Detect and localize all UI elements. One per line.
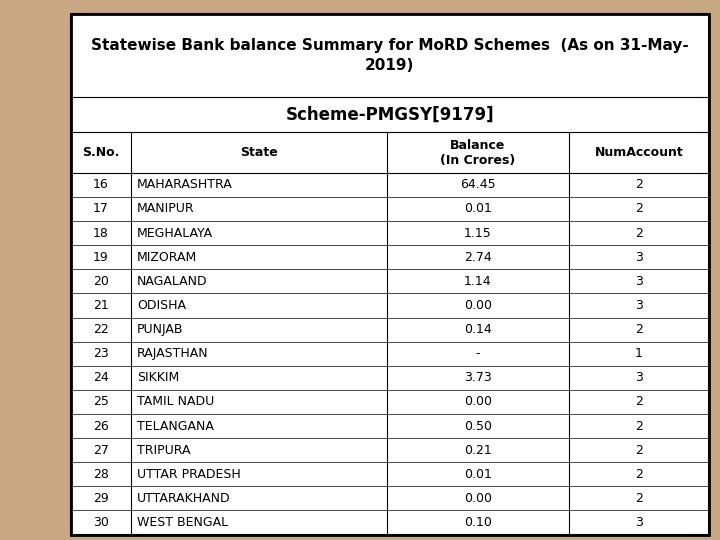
- Text: 16: 16: [93, 178, 109, 191]
- Text: S.No.: S.No.: [82, 146, 120, 159]
- Text: 27: 27: [93, 444, 109, 457]
- Text: UTTARAKHAND: UTTARAKHAND: [137, 492, 230, 505]
- Text: 1: 1: [635, 347, 643, 360]
- Text: 17: 17: [93, 202, 109, 215]
- Text: 2: 2: [635, 227, 643, 240]
- Text: 1.15: 1.15: [464, 227, 492, 240]
- Text: UTTAR PRADESH: UTTAR PRADESH: [137, 468, 240, 481]
- Text: 0.50: 0.50: [464, 420, 492, 433]
- Text: MEGHALAYA: MEGHALAYA: [137, 227, 213, 240]
- Text: 64.45: 64.45: [460, 178, 495, 191]
- Text: 2.74: 2.74: [464, 251, 492, 264]
- Text: 19: 19: [93, 251, 109, 264]
- Text: 25: 25: [93, 395, 109, 408]
- FancyBboxPatch shape: [71, 14, 709, 535]
- Text: 0.10: 0.10: [464, 516, 492, 529]
- Text: SIKKIM: SIKKIM: [137, 372, 179, 384]
- Text: RAJASTHAN: RAJASTHAN: [137, 347, 209, 360]
- Text: 0.00: 0.00: [464, 299, 492, 312]
- Text: 3.73: 3.73: [464, 372, 492, 384]
- Text: MAHARASHTRA: MAHARASHTRA: [137, 178, 233, 191]
- Text: PUNJAB: PUNJAB: [137, 323, 184, 336]
- Text: State: State: [240, 146, 278, 159]
- Text: 3: 3: [635, 275, 643, 288]
- Text: 0.00: 0.00: [464, 492, 492, 505]
- Text: 3: 3: [635, 516, 643, 529]
- Text: Statewise Bank balance Summary for MoRD Schemes  (As on 31-May-
2019): Statewise Bank balance Summary for MoRD …: [91, 38, 689, 73]
- Text: 0.01: 0.01: [464, 468, 492, 481]
- Text: TRIPURA: TRIPURA: [137, 444, 191, 457]
- Text: 21: 21: [93, 299, 109, 312]
- Text: 26: 26: [93, 420, 109, 433]
- Text: Balance
(In Crores): Balance (In Crores): [440, 139, 516, 166]
- Text: MANIPUR: MANIPUR: [137, 202, 194, 215]
- Text: 23: 23: [93, 347, 109, 360]
- Text: 30: 30: [93, 516, 109, 529]
- Text: NAGALAND: NAGALAND: [137, 275, 207, 288]
- Text: 0.14: 0.14: [464, 323, 492, 336]
- Text: WEST BENGAL: WEST BENGAL: [137, 516, 228, 529]
- Text: TAMIL NADU: TAMIL NADU: [137, 395, 215, 408]
- Text: 0.21: 0.21: [464, 444, 492, 457]
- Text: 28: 28: [93, 468, 109, 481]
- Text: 20: 20: [93, 275, 109, 288]
- Text: 3: 3: [635, 299, 643, 312]
- Text: MIZORAM: MIZORAM: [137, 251, 197, 264]
- Text: Scheme-PMGSY[9179]: Scheme-PMGSY[9179]: [286, 106, 494, 124]
- Text: 1.14: 1.14: [464, 275, 492, 288]
- Text: 3: 3: [635, 251, 643, 264]
- Text: 29: 29: [93, 492, 109, 505]
- Text: 2: 2: [635, 468, 643, 481]
- Text: 2: 2: [635, 444, 643, 457]
- Text: 2: 2: [635, 420, 643, 433]
- Text: 24: 24: [93, 372, 109, 384]
- Text: 0.00: 0.00: [464, 395, 492, 408]
- Text: 2: 2: [635, 323, 643, 336]
- Text: 3: 3: [635, 372, 643, 384]
- Text: NumAccount: NumAccount: [595, 146, 683, 159]
- Text: ODISHA: ODISHA: [137, 299, 186, 312]
- Text: 2: 2: [635, 178, 643, 191]
- Text: 22: 22: [93, 323, 109, 336]
- Text: TELANGANA: TELANGANA: [137, 420, 214, 433]
- Text: 18: 18: [93, 227, 109, 240]
- Text: 2: 2: [635, 395, 643, 408]
- Text: -: -: [475, 347, 480, 360]
- Text: 0.01: 0.01: [464, 202, 492, 215]
- Text: 2: 2: [635, 202, 643, 215]
- Text: 2: 2: [635, 492, 643, 505]
